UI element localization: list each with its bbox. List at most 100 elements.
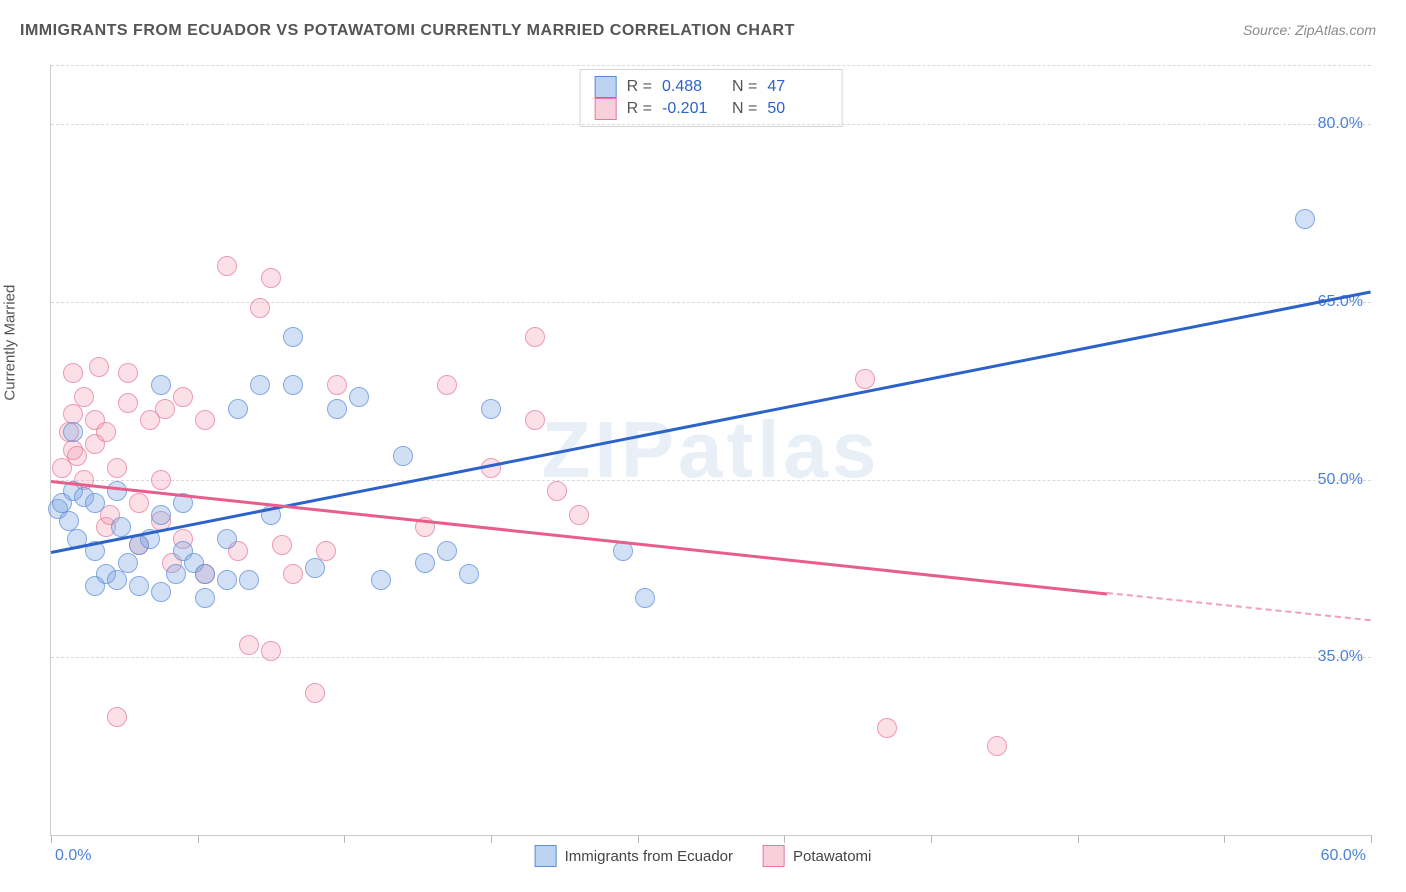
scatter-point-blue bbox=[415, 553, 435, 573]
scatter-point-pink bbox=[855, 369, 875, 389]
scatter-point-blue bbox=[118, 553, 138, 573]
gridline bbox=[51, 480, 1371, 481]
scatter-point-pink bbox=[155, 399, 175, 419]
scatter-point-pink bbox=[272, 535, 292, 555]
legend-label-pink: Potawatomi bbox=[793, 848, 871, 865]
scatter-point-pink bbox=[89, 357, 109, 377]
x-tick bbox=[1224, 835, 1225, 843]
scatter-point-blue bbox=[1295, 209, 1315, 229]
legend-item-pink: Potawatomi bbox=[763, 845, 871, 867]
x-tick bbox=[344, 835, 345, 843]
scatter-point-pink bbox=[173, 387, 193, 407]
x-tick bbox=[51, 835, 52, 843]
scatter-point-pink bbox=[569, 505, 589, 525]
r-value-blue: 0.488 bbox=[662, 78, 722, 96]
x-tick bbox=[1078, 835, 1079, 843]
scatter-point-pink bbox=[195, 410, 215, 430]
scatter-point-blue bbox=[217, 529, 237, 549]
scatter-point-pink bbox=[118, 363, 138, 383]
scatter-point-blue bbox=[195, 564, 215, 584]
x-tick bbox=[198, 835, 199, 843]
n-value-blue: 47 bbox=[767, 78, 827, 96]
r-label: R = bbox=[627, 100, 652, 118]
plot-area: ZIPatlas R = 0.488 N = 47 R = -0.201 N =… bbox=[50, 65, 1371, 836]
scatter-point-pink bbox=[327, 375, 347, 395]
gridline bbox=[51, 302, 1371, 303]
scatter-point-blue bbox=[239, 570, 259, 590]
chart-title: IMMIGRANTS FROM ECUADOR VS POTAWATOMI CU… bbox=[20, 22, 795, 40]
scatter-point-blue bbox=[85, 493, 105, 513]
scatter-point-blue bbox=[129, 576, 149, 596]
y-tick-label: 80.0% bbox=[1318, 115, 1363, 133]
x-axis-max-label: 60.0% bbox=[1321, 847, 1366, 865]
scatter-point-pink bbox=[63, 363, 83, 383]
r-value-pink: -0.201 bbox=[662, 100, 722, 118]
trend-line-pink-dashed bbox=[1107, 592, 1371, 621]
y-axis-title: Currently Married bbox=[2, 285, 19, 401]
scatter-point-blue bbox=[305, 558, 325, 578]
scatter-point-blue bbox=[151, 505, 171, 525]
scatter-point-blue bbox=[283, 375, 303, 395]
scatter-point-pink bbox=[283, 564, 303, 584]
y-tick-label: 50.0% bbox=[1318, 471, 1363, 489]
scatter-point-blue bbox=[327, 399, 347, 419]
scatter-point-pink bbox=[151, 470, 171, 490]
scatter-point-blue bbox=[107, 481, 127, 501]
legend-item-blue: Immigrants from Ecuador bbox=[535, 845, 733, 867]
scatter-point-blue bbox=[111, 517, 131, 537]
scatter-point-blue bbox=[481, 399, 501, 419]
scatter-point-blue bbox=[349, 387, 369, 407]
stats-row-blue: R = 0.488 N = 47 bbox=[595, 76, 828, 98]
scatter-point-pink bbox=[316, 541, 336, 561]
scatter-point-pink bbox=[877, 718, 897, 738]
x-tick bbox=[638, 835, 639, 843]
scatter-point-pink bbox=[107, 458, 127, 478]
scatter-point-pink bbox=[525, 410, 545, 430]
scatter-point-pink bbox=[305, 683, 325, 703]
scatter-point-pink bbox=[239, 635, 259, 655]
swatch-pink-icon bbox=[763, 845, 785, 867]
scatter-point-blue bbox=[459, 564, 479, 584]
scatter-point-blue bbox=[393, 446, 413, 466]
scatter-point-blue bbox=[371, 570, 391, 590]
gridline bbox=[51, 657, 1371, 658]
x-tick bbox=[491, 835, 492, 843]
scatter-point-pink bbox=[74, 387, 94, 407]
scatter-point-blue bbox=[151, 375, 171, 395]
scatter-point-pink bbox=[261, 641, 281, 661]
n-label: N = bbox=[732, 78, 757, 96]
scatter-point-pink bbox=[96, 422, 116, 442]
scatter-point-blue bbox=[195, 588, 215, 608]
scatter-point-pink bbox=[67, 446, 87, 466]
legend: Immigrants from Ecuador Potawatomi bbox=[535, 845, 872, 867]
scatter-point-blue bbox=[250, 375, 270, 395]
source-label: Source: ZipAtlas.com bbox=[1243, 22, 1376, 38]
scatter-point-pink bbox=[547, 481, 567, 501]
scatter-point-blue bbox=[63, 422, 83, 442]
stats-row-pink: R = -0.201 N = 50 bbox=[595, 98, 828, 120]
scatter-point-pink bbox=[118, 393, 138, 413]
scatter-point-pink bbox=[437, 375, 457, 395]
scatter-point-pink bbox=[261, 268, 281, 288]
swatch-pink-icon bbox=[595, 98, 617, 120]
scatter-point-blue bbox=[166, 564, 186, 584]
scatter-point-blue bbox=[151, 582, 171, 602]
scatter-point-blue bbox=[635, 588, 655, 608]
watermark: ZIPatlas bbox=[542, 404, 881, 496]
scatter-point-pink bbox=[129, 493, 149, 513]
scatter-point-blue bbox=[283, 327, 303, 347]
gridline bbox=[51, 124, 1371, 125]
swatch-blue-icon bbox=[535, 845, 557, 867]
swatch-blue-icon bbox=[595, 76, 617, 98]
n-value-pink: 50 bbox=[767, 100, 827, 118]
scatter-point-pink bbox=[250, 298, 270, 318]
x-tick bbox=[1371, 835, 1372, 843]
scatter-point-blue bbox=[107, 570, 127, 590]
x-tick bbox=[784, 835, 785, 843]
r-label: R = bbox=[627, 78, 652, 96]
y-tick-label: 35.0% bbox=[1318, 648, 1363, 666]
scatter-point-pink bbox=[987, 736, 1007, 756]
scatter-point-blue bbox=[228, 399, 248, 419]
stats-box: R = 0.488 N = 47 R = -0.201 N = 50 bbox=[580, 69, 843, 127]
scatter-point-pink bbox=[217, 256, 237, 276]
